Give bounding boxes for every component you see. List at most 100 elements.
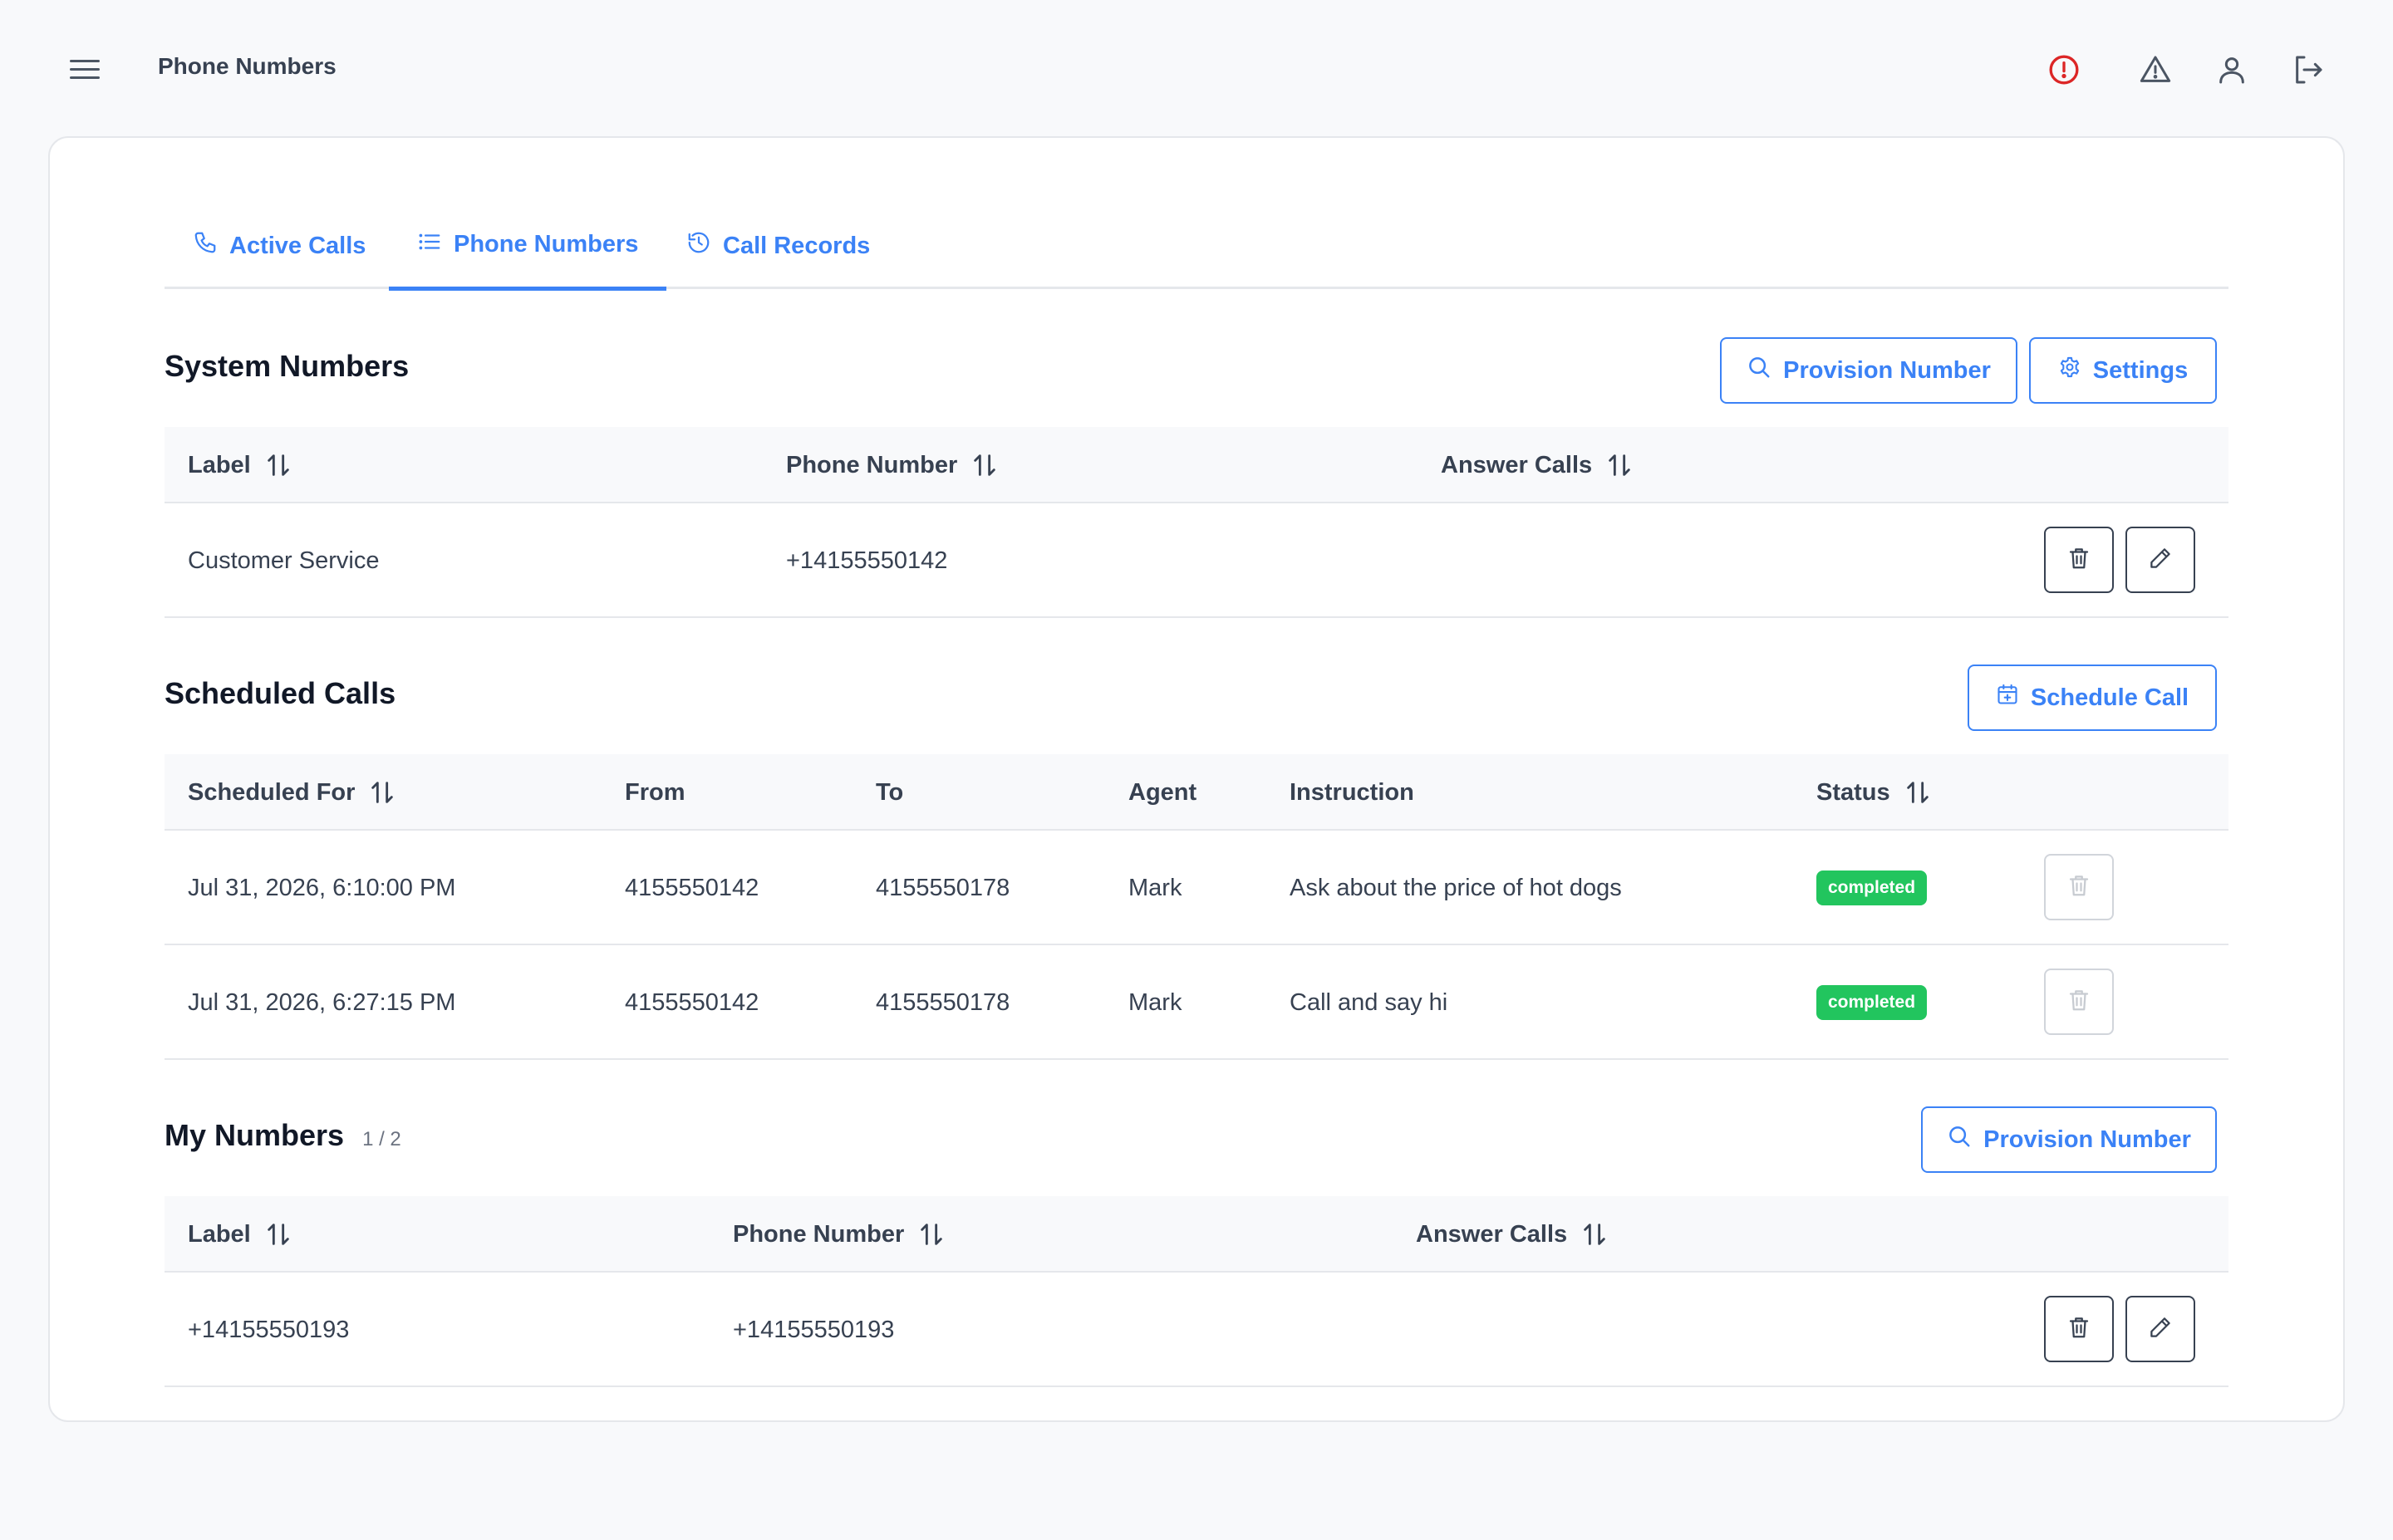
warning-triangle-icon[interactable]	[2135, 50, 2175, 90]
my-numbers-title: My Numbers 1 / 2	[165, 1118, 401, 1153]
delete-button[interactable]	[2044, 527, 2114, 593]
alert-circle-icon[interactable]	[2044, 50, 2084, 90]
pencil-icon	[2148, 546, 2173, 575]
column-label: Label	[188, 451, 251, 478]
my-numbers-table-header: Label Phone Number Answer Calls	[165, 1196, 2228, 1273]
cell-to: 4155550178	[876, 874, 1010, 901]
sort-icon[interactable]	[370, 778, 395, 807]
scheduled-calls-table-header: Scheduled For From To Agent Instruction …	[165, 754, 2228, 831]
sort-icon[interactable]	[972, 451, 997, 479]
sort-icon[interactable]	[1582, 1220, 1607, 1248]
user-icon[interactable]	[2212, 50, 2252, 90]
provision-number-button[interactable]: Provision Number	[1720, 337, 2017, 404]
delete-button[interactable]	[2044, 969, 2114, 1035]
cell-label: +14155550193	[188, 1316, 350, 1343]
cell-status: completed	[1816, 831, 1928, 945]
delete-button[interactable]	[2044, 1296, 2114, 1362]
cell-agent: Mark	[1128, 988, 1182, 1016]
numbers-count: 1 / 2	[362, 1128, 401, 1150]
cell-label: Customer Service	[188, 547, 380, 574]
search-icon	[1747, 355, 1771, 386]
column-label: Status	[1816, 778, 1890, 806]
trash-icon	[2066, 988, 2091, 1017]
column-header-label: Label	[188, 1196, 291, 1273]
trash-icon	[2066, 873, 2091, 902]
cell-instruction: Ask about the price of hot dogs	[1290, 874, 1622, 901]
page-title: Phone Numbers	[158, 53, 337, 79]
edit-button[interactable]	[2125, 1296, 2195, 1362]
top-bar: Phone Numbers	[0, 0, 2393, 136]
cell-from: 4155550142	[625, 988, 759, 1016]
status-badge: completed	[1816, 871, 1928, 905]
history-icon	[686, 230, 711, 262]
button-label: Provision Number	[1783, 356, 1991, 384]
cell-agent: Mark	[1128, 874, 1182, 901]
column-label: Agent	[1128, 778, 1197, 806]
column-label: Instruction	[1290, 778, 1414, 806]
status-badge: completed	[1816, 985, 1928, 1020]
cell-status: completed	[1816, 945, 1928, 1060]
trash-icon	[2066, 546, 2091, 575]
column-header-instruction: Instruction	[1290, 754, 1414, 831]
trash-icon	[2066, 1315, 2091, 1344]
table-row: Jul 31, 2026, 6:27:15 PM 4155550142 4155…	[165, 945, 2228, 1060]
cell-phone-number: +14155550142	[786, 547, 948, 574]
gear-icon	[2058, 356, 2081, 385]
tab-call-records[interactable]: Call Records	[658, 203, 898, 289]
system-numbers-title: System Numbers	[165, 349, 410, 383]
cell-from: 4155550142	[625, 874, 759, 901]
column-label: Scheduled For	[188, 778, 356, 806]
tab-label: Call Records	[723, 232, 871, 259]
button-label: Provision Number	[1983, 1126, 2191, 1153]
hamburger-menu-icon[interactable]	[70, 58, 100, 81]
tab-label: Phone Numbers	[454, 231, 639, 257]
schedule-call-button[interactable]: Schedule Call	[1968, 665, 2217, 731]
sort-icon[interactable]	[266, 451, 291, 479]
column-label: Phone Number	[733, 1220, 905, 1248]
cell-scheduled-for: Jul 31, 2026, 6:27:15 PM	[188, 988, 456, 1016]
column-label: Label	[188, 1220, 251, 1248]
logout-icon[interactable]	[2288, 50, 2328, 90]
delete-button[interactable]	[2044, 854, 2114, 920]
column-label: Phone Number	[786, 451, 958, 478]
scheduled-calls-title: Scheduled Calls	[165, 676, 396, 710]
cell-scheduled-for: Jul 31, 2026, 6:10:00 PM	[188, 874, 456, 901]
column-header-label: Label	[188, 427, 291, 503]
column-header-from: From	[625, 754, 685, 831]
cell-to: 4155550178	[876, 988, 1010, 1016]
system-numbers-table-header: Label Phone Number Answer Calls	[165, 427, 2228, 503]
column-header-answer-calls: Answer Calls	[1416, 1196, 1607, 1273]
sort-icon[interactable]	[919, 1220, 944, 1248]
tab-bar: Active Calls Phone Numbers Call Records	[165, 203, 2228, 291]
table-row: Customer Service +14155550142	[165, 503, 2228, 618]
table-row: Jul 31, 2026, 6:10:00 PM 4155550142 4155…	[165, 831, 2228, 945]
tab-active-calls[interactable]: Active Calls	[165, 203, 394, 289]
list-icon	[417, 229, 442, 261]
tab-phone-numbers[interactable]: Phone Numbers	[389, 203, 667, 291]
column-header-phone-number: Phone Number	[786, 427, 997, 503]
sort-icon[interactable]	[266, 1220, 291, 1248]
column-header-answer-calls: Answer Calls	[1441, 427, 1632, 503]
column-header-status: Status	[1816, 754, 1930, 831]
column-label: Answer Calls	[1416, 1220, 1568, 1248]
button-label: Settings	[2092, 356, 2189, 384]
provision-number-button[interactable]: Provision Number	[1921, 1106, 2217, 1173]
cell-instruction: Call and say hi	[1290, 988, 1448, 1016]
column-label: From	[625, 778, 685, 806]
search-icon	[1947, 1124, 1972, 1155]
phone-icon	[193, 230, 218, 262]
calendar-icon	[1996, 683, 2019, 713]
column-header-to: To	[876, 754, 903, 831]
sort-icon[interactable]	[1905, 778, 1930, 807]
table-row: +14155550193 +14155550193	[165, 1273, 2228, 1387]
column-header-agent: Agent	[1128, 754, 1196, 831]
tab-label: Active Calls	[229, 232, 366, 259]
edit-button[interactable]	[2125, 527, 2195, 593]
settings-button[interactable]: Settings	[2029, 337, 2217, 404]
cell-phone-number: +14155550193	[733, 1316, 895, 1343]
column-label: Answer Calls	[1441, 451, 1593, 478]
sort-icon[interactable]	[1607, 451, 1632, 479]
column-label: To	[876, 778, 904, 806]
section-title-text: My Numbers	[165, 1118, 345, 1152]
button-label: Schedule Call	[2030, 684, 2189, 711]
